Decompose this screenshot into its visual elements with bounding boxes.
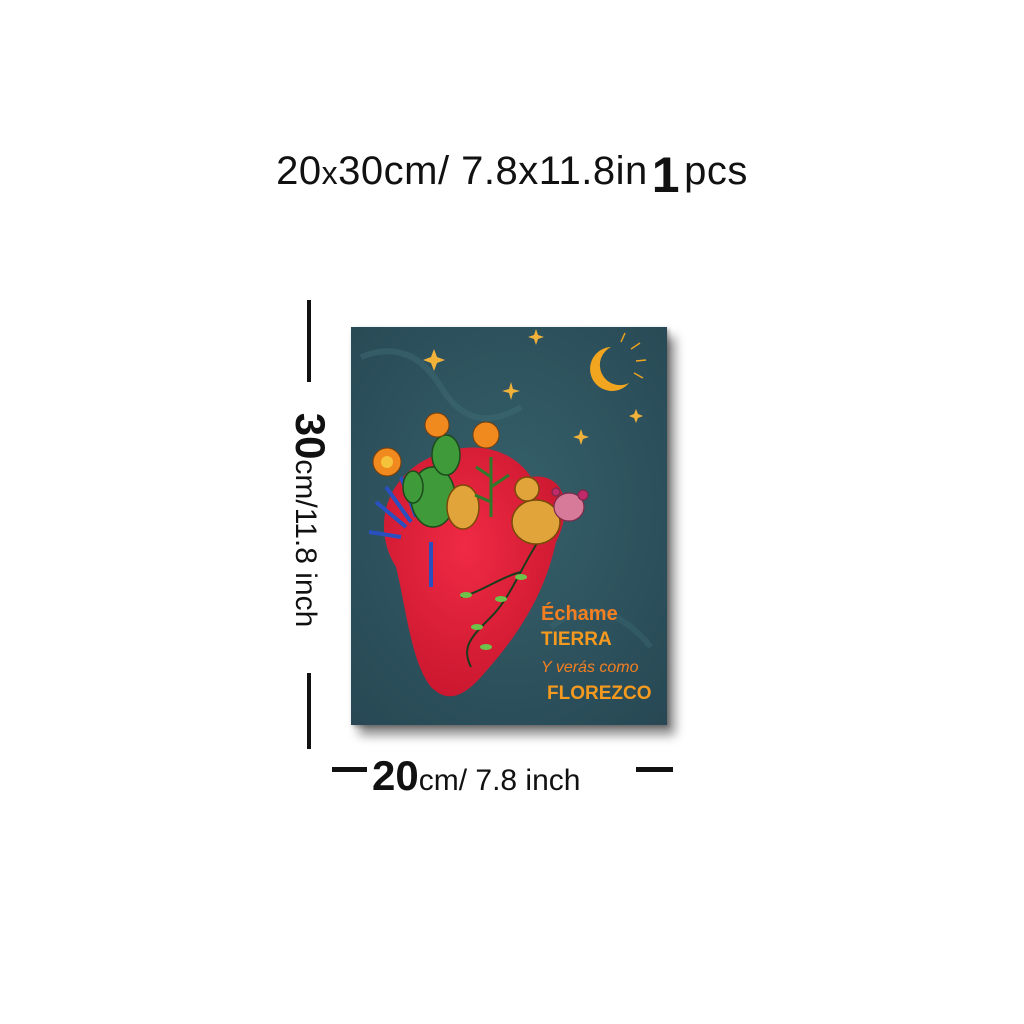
quote-text: Échame TIERRA Y verás como FLOREZCO <box>541 602 652 704</box>
cactus-plant <box>402 434 461 528</box>
height-marker-bottom <box>307 673 311 749</box>
quantity-value: 1 <box>651 147 681 203</box>
artwork-illustration: Échame TIERRA Y verás como FLOREZCO <box>351 327 667 725</box>
star-icon <box>423 329 643 445</box>
quote-line-4: FLOREZCO <box>547 683 652 704</box>
product-size-title: 20x30cm/ 7.8x11.8in1 pcs <box>0 138 1024 203</box>
width-value: 20 <box>372 752 419 799</box>
quote-line-3: Y verás como <box>541 659 639 676</box>
flower-icon <box>372 412 500 477</box>
height-unit: cm/11.8 inch <box>289 459 322 628</box>
quote-line-2: TIERRA <box>541 629 612 650</box>
height-value: 30 <box>287 412 334 460</box>
width-marker-right <box>636 767 673 772</box>
height-label: 30cm/11.8 inch <box>286 413 334 628</box>
size-rest: 30cm/ 7.8x11.8in <box>338 149 648 193</box>
width-marker-left <box>332 767 367 772</box>
moon-icon <box>590 332 647 391</box>
width-label: 20cm/ 7.8 inch <box>372 752 580 800</box>
quantity-unit: pcs <box>684 149 748 193</box>
quote-line-1: Échame <box>541 602 618 625</box>
size-width: 20 <box>276 149 322 193</box>
height-marker-top <box>307 300 311 382</box>
size-x: x <box>321 155 339 191</box>
canvas-print: Échame TIERRA Y verás como FLOREZCO <box>351 327 667 725</box>
width-unit: cm/ 7.8 inch <box>418 764 581 797</box>
